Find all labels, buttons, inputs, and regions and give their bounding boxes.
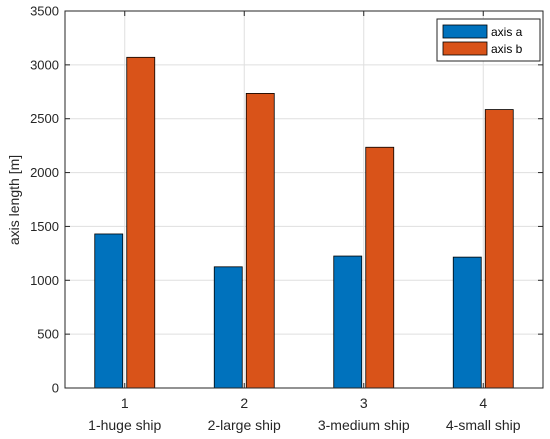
y-tick-label: 3000 bbox=[30, 57, 59, 72]
x-tick-label: 2 bbox=[240, 395, 248, 411]
x-category-label: 1-huge ship bbox=[88, 417, 161, 433]
y-tick-label: 1000 bbox=[30, 273, 59, 288]
x-category-label: 4-small ship bbox=[446, 417, 521, 433]
x-tick-label: 4 bbox=[479, 395, 487, 411]
bar-axis-b-2 bbox=[245, 93, 275, 389]
y-axis-label: axis length [m] bbox=[6, 155, 22, 245]
legend-label-axis-b: axis b bbox=[491, 42, 523, 56]
bars bbox=[94, 56, 514, 389]
bar-axis-a-4 bbox=[452, 256, 482, 389]
y-ticks: 0 500 1000 1500 2000 2500 3000 3500 bbox=[30, 4, 543, 396]
axes-frame bbox=[64, 10, 544, 389]
legend-label-axis-a: axis a bbox=[491, 25, 523, 39]
bar-axis-b-4 bbox=[484, 109, 514, 389]
y-tick-label: 3500 bbox=[30, 4, 59, 19]
y-tick-label: 2000 bbox=[30, 165, 59, 180]
x-tick-label: 1 bbox=[121, 395, 129, 411]
legend-swatch-axis-a bbox=[442, 24, 488, 39]
x-ticks: 1 1-huge ship 2 2-large ship 3 3-medium ship 4… bbox=[88, 11, 521, 433]
y-tick-label: 500 bbox=[37, 327, 59, 342]
bar-axis-b-1 bbox=[126, 56, 156, 389]
axes-box bbox=[64, 10, 544, 389]
bar-axis-a-3 bbox=[333, 255, 363, 389]
y-tick-label: 1500 bbox=[30, 219, 59, 234]
y-tick-label: 0 bbox=[52, 381, 59, 396]
bar-axis-b-3 bbox=[365, 146, 395, 389]
y-tick-label: 2500 bbox=[30, 111, 59, 126]
x-category-label: 2-large ship bbox=[208, 417, 281, 433]
bar-axis-a-2 bbox=[213, 266, 243, 389]
x-category-label: 3-medium ship bbox=[318, 417, 410, 433]
legend[interactable]: axis a axis b bbox=[436, 18, 541, 62]
x-tick-label: 3 bbox=[360, 395, 368, 411]
bar-axis-a-1 bbox=[94, 233, 124, 389]
legend-swatch-axis-b bbox=[442, 41, 488, 56]
